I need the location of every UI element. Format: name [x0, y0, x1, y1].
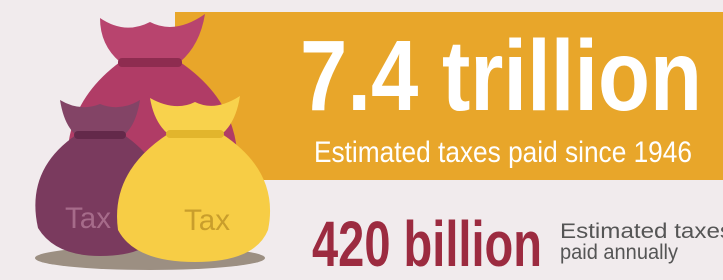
bag-label: Tax: [65, 202, 111, 235]
secondary-value: 420 billion: [312, 208, 542, 280]
secondary-caption-line: Estimated taxes: [560, 220, 723, 243]
infographic: Tax Tax 7.4 trillion Estimated taxes pai…: [0, 0, 723, 280]
headline-caption: Estimated taxes paid since 1946: [314, 136, 692, 169]
headline-value: 7.4 trillion: [300, 20, 702, 132]
secondary-caption-line: paid annually: [560, 241, 678, 264]
bag-label: Tax: [184, 204, 230, 237]
